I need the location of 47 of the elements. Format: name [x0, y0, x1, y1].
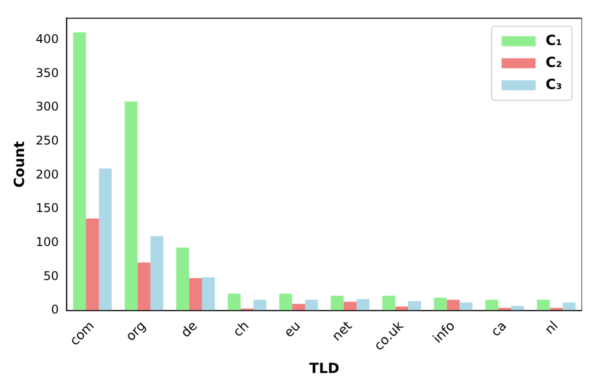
x-tick-label: ca [488, 318, 510, 340]
bar [408, 301, 421, 311]
bar [138, 262, 150, 311]
bar [446, 300, 460, 311]
bar [485, 300, 498, 311]
x-tick-label: nl [542, 318, 562, 338]
bar [254, 300, 266, 311]
y-tick-label: 100 [36, 235, 59, 250]
y-tick-label: 300 [36, 100, 59, 114]
bar [460, 302, 472, 311]
y-tick-label: 150 [36, 201, 59, 216]
legend-label: C₁ [546, 32, 562, 49]
x-tick-label: org [124, 318, 150, 344]
bar [98, 168, 112, 311]
x-tick-label: ch [230, 318, 252, 340]
bar [189, 278, 202, 311]
y-tick-label: 350 [36, 66, 59, 80]
bar [434, 298, 447, 311]
legend-label: C₃ [546, 76, 562, 93]
bar [202, 277, 215, 311]
y-tick-label: 250 [36, 134, 59, 148]
bar [305, 300, 318, 311]
x-tick-label: net [330, 318, 356, 344]
y-tick-label: 50 [43, 268, 59, 283]
bar [382, 296, 396, 311]
bar [344, 302, 357, 311]
bar [86, 218, 99, 311]
x-tick-label: de [178, 318, 201, 341]
y-axis-title: Count [12, 140, 28, 188]
legend-label: C₂ [546, 54, 562, 71]
bar [228, 294, 241, 311]
y-tick-label: 0 [51, 302, 59, 317]
x-tick-label: com [67, 318, 98, 349]
bar [356, 299, 370, 311]
x-tick-label: eu [282, 318, 304, 341]
x-tick-label: info [430, 318, 458, 347]
bar [279, 294, 292, 311]
bar [330, 296, 344, 311]
bar [150, 236, 164, 311]
x-axis-title: TLD [309, 361, 340, 378]
y-tick-label: 200 [36, 167, 59, 182]
bar [124, 101, 138, 311]
y-tick-label: 400 [36, 32, 59, 46]
bar [176, 248, 190, 311]
bar [73, 32, 86, 311]
bar [536, 300, 550, 311]
bar [562, 302, 576, 311]
